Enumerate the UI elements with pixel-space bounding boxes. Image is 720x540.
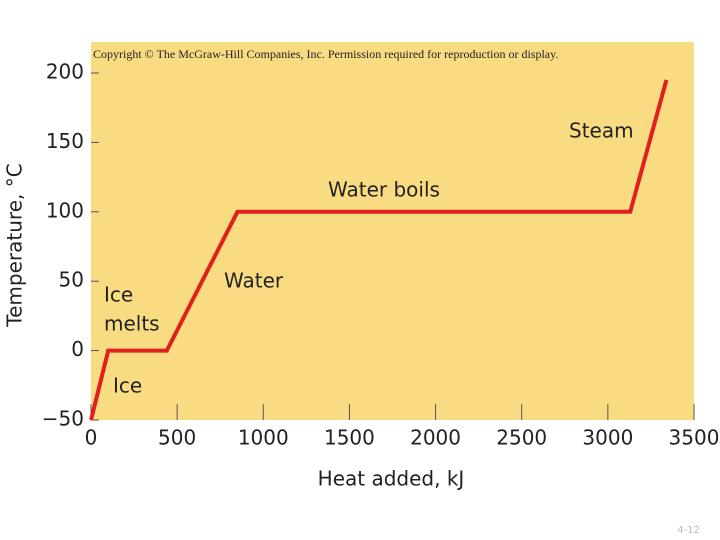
y-tick-label: 50 xyxy=(59,268,84,292)
y-tick-label: 200 xyxy=(46,60,84,84)
y-axis-label: Temperature, °C xyxy=(3,163,27,327)
annotation: Water xyxy=(224,269,284,293)
annotation: Water boils xyxy=(328,178,440,202)
heating-curve xyxy=(89,79,669,421)
x-tick-label: 500 xyxy=(158,426,196,450)
x-tick-label: 3500 xyxy=(669,426,720,450)
y-tick-label: 100 xyxy=(46,198,84,222)
x-tick-label: 1000 xyxy=(238,426,289,450)
x-tick-label: 1500 xyxy=(324,426,375,450)
plot-background xyxy=(91,42,694,420)
y-tick-label: 0 xyxy=(71,337,84,361)
notice: Copyright © The McGraw-Hill Companies, I… xyxy=(93,47,558,61)
x-axis-label: Heat added, kJ xyxy=(318,467,465,491)
annotation: Steam xyxy=(569,119,634,143)
x-tick-label: 2500 xyxy=(496,426,547,450)
slide-number: 4-12 xyxy=(677,525,700,536)
annotation: Ice xyxy=(104,283,133,307)
y-tick-label: 150 xyxy=(46,129,84,153)
x-tick-label: 2000 xyxy=(410,426,461,450)
x-tick-label: 3000 xyxy=(582,426,633,450)
annotation: melts xyxy=(104,312,160,336)
y-tick-label: −50 xyxy=(42,407,84,431)
x-tick-label: 0 xyxy=(85,426,98,450)
annotation: Ice xyxy=(113,374,142,398)
